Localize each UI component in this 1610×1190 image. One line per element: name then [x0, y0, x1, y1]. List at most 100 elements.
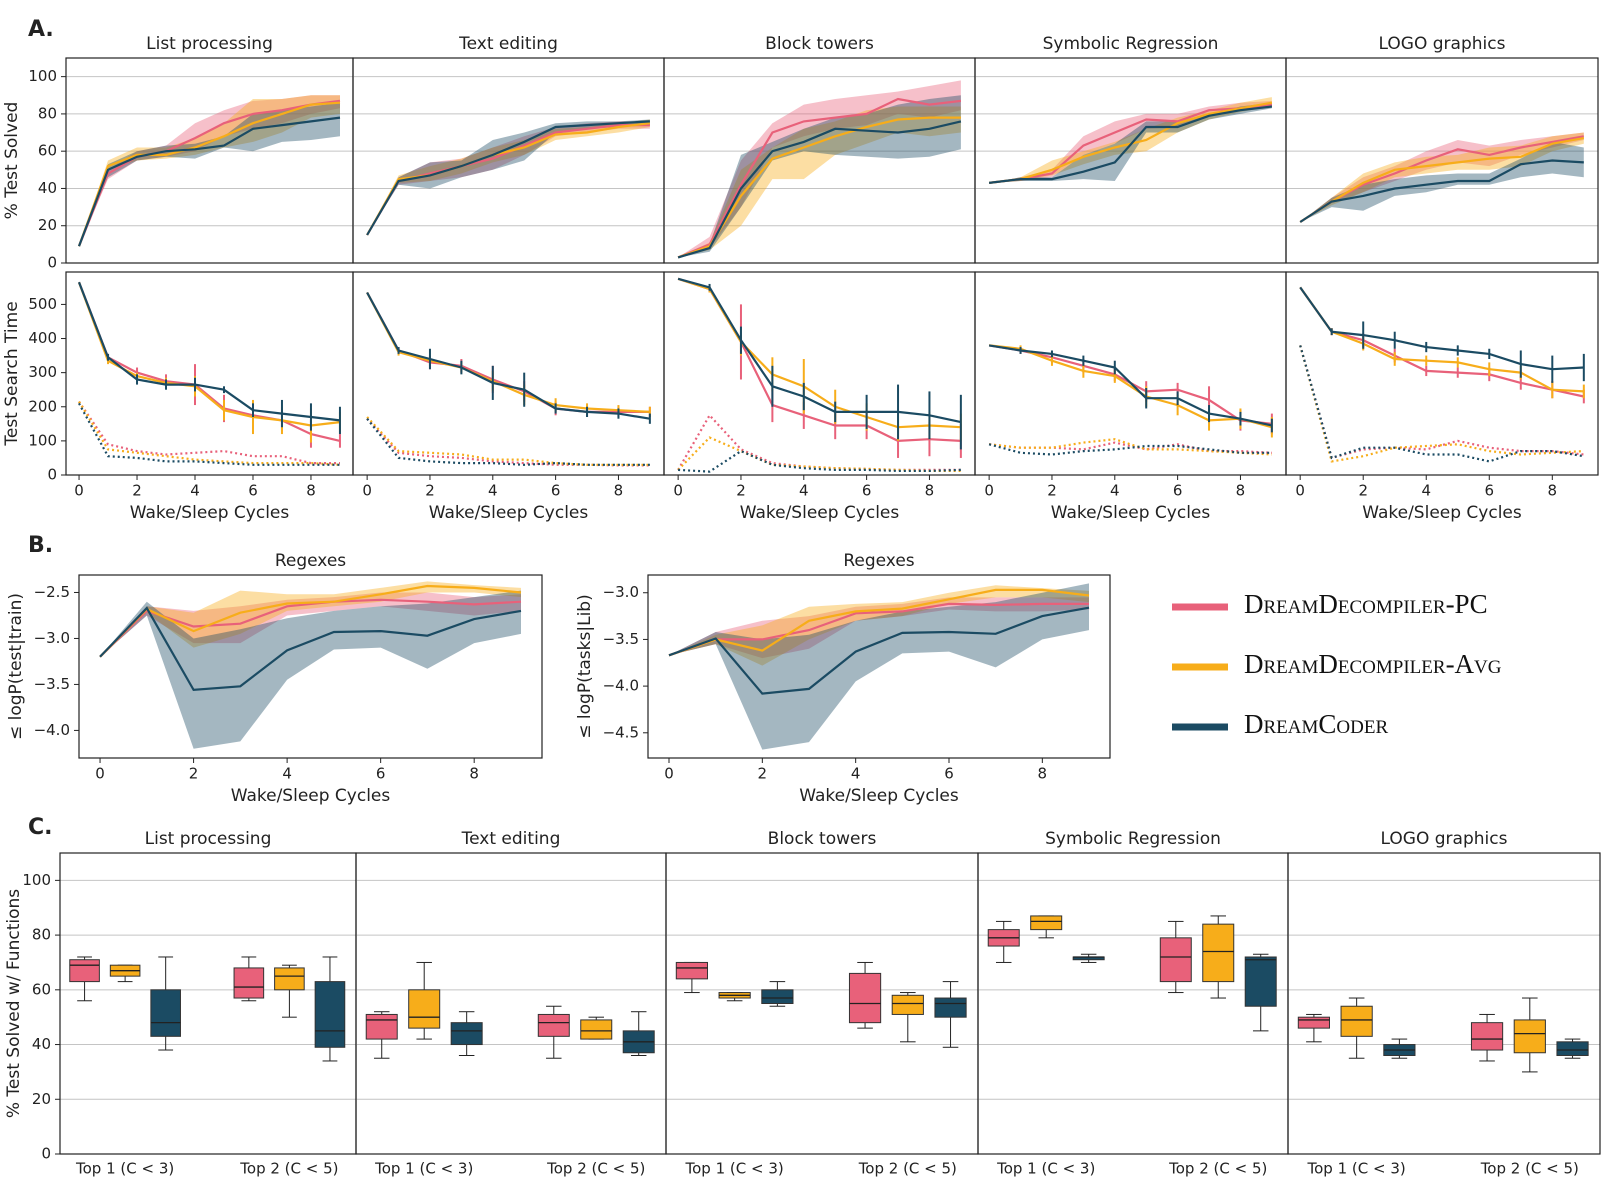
- y-tick-label: 40: [38, 179, 57, 197]
- confidence-band: [678, 106, 961, 258]
- axes-frame: [974, 271, 1287, 476]
- x-tick-label: 6: [551, 482, 561, 500]
- box: [1244, 956, 1277, 1007]
- dotted-line: [988, 438, 1272, 456]
- x-tick-label: 2: [132, 482, 142, 500]
- dotted-line: [677, 413, 961, 471]
- y-axis-label: % Test Solved: [2, 102, 22, 220]
- box: [274, 967, 305, 991]
- line: [99, 584, 522, 658]
- y-tick-label: 100: [28, 431, 57, 449]
- chart-title: Regexes: [843, 551, 914, 571]
- box: [150, 989, 181, 1037]
- chart-title: List processing: [145, 829, 272, 849]
- line: [77, 281, 341, 427]
- dotted-line: [366, 416, 650, 466]
- box: [233, 967, 265, 999]
- dotted-line: [1299, 345, 1584, 463]
- line: [1299, 159, 1584, 223]
- line: [677, 116, 961, 259]
- y-tick-label: 200: [28, 397, 57, 415]
- x-tick-label: Top 1 (C < 3): [1307, 1160, 1406, 1178]
- box: [848, 972, 882, 1024]
- box: [314, 981, 346, 1048]
- x-tick-label: 8: [614, 482, 624, 500]
- box: [408, 989, 441, 1029]
- confidence-band: [678, 80, 961, 258]
- x-axis-label: Wake/Sleep Cycles: [231, 786, 391, 806]
- y-tick-label: −2.5: [34, 583, 70, 601]
- x-tick-label: 6: [1484, 482, 1494, 500]
- x-tick-label: Top 2 (C < 5): [1168, 1160, 1267, 1178]
- box: [1202, 923, 1235, 983]
- x-tick-label: 4: [190, 482, 200, 500]
- x-tick-label: Top 1 (C < 3): [996, 1160, 1095, 1178]
- x-tick-label: 4: [488, 482, 498, 500]
- confidence-band: [79, 95, 340, 247]
- x-tick-label: 0: [984, 482, 994, 500]
- confidence-band: [100, 581, 521, 657]
- axes-frame: [647, 574, 1111, 759]
- x-axis-label: Wake/Sleep Cycles: [1051, 503, 1211, 523]
- confidence-band: [79, 102, 340, 247]
- box: [365, 1013, 398, 1040]
- y-tick-label: 80: [38, 104, 57, 122]
- axes-frame: [663, 271, 976, 476]
- x-tick-label: 4: [1110, 482, 1120, 500]
- y-tick-label: 40: [32, 1035, 51, 1053]
- box: [1556, 1041, 1589, 1056]
- x-tick-label: 8: [1038, 765, 1048, 783]
- y-tick-label: 60: [32, 980, 51, 998]
- line: [77, 116, 341, 247]
- chart-title: Text editing: [461, 829, 561, 849]
- y-tick-label: 20: [32, 1090, 51, 1108]
- confidence-band: [1300, 132, 1584, 222]
- line: [988, 103, 1273, 184]
- x-tick-label: Top 2 (C < 5): [239, 1160, 338, 1178]
- y-tick-label: 60: [38, 142, 57, 160]
- confidence-band: [669, 583, 1089, 750]
- box: [1159, 937, 1192, 983]
- axes-frame: [665, 852, 979, 1155]
- panel-label: B.: [28, 533, 53, 558]
- line: [366, 291, 650, 413]
- dotted-line: [366, 418, 650, 466]
- y-tick-label: 80: [32, 926, 51, 944]
- x-tick-label: 2: [1358, 482, 1368, 500]
- line: [677, 97, 962, 259]
- x-tick-label: 0: [95, 765, 105, 783]
- confidence-band: [79, 95, 340, 247]
- chart-title: List processing: [146, 34, 273, 54]
- x-tick-label: 2: [1047, 482, 1057, 500]
- x-axis-label: Wake/Sleep Cycles: [1362, 503, 1522, 523]
- x-axis-label: Wake/Sleep Cycles: [740, 503, 900, 523]
- x-tick-label: 2: [736, 482, 746, 500]
- y-tick-label: 0: [47, 254, 57, 272]
- box: [450, 1022, 483, 1046]
- line: [988, 105, 1273, 184]
- x-axis-label: Wake/Sleep Cycles: [799, 786, 959, 806]
- x-tick-label: Top 2 (C < 5): [546, 1160, 645, 1178]
- x-tick-label: 6: [248, 482, 258, 500]
- dotted-line: [678, 449, 961, 473]
- line: [77, 101, 341, 247]
- legend-label: DreamDecompiler-Avg: [1244, 649, 1502, 679]
- y-tick-label: 20: [38, 216, 57, 234]
- x-tick-label: 6: [944, 765, 954, 783]
- x-axis-label: Wake/Sleep Cycles: [429, 503, 589, 523]
- x-tick-label: Top 1 (C < 3): [685, 1160, 784, 1178]
- line: [77, 99, 341, 247]
- box: [891, 994, 924, 1015]
- dotted-line: [78, 402, 340, 466]
- chart-title: Text editing: [458, 34, 558, 54]
- y-tick-label: −3.0: [34, 629, 70, 647]
- x-tick-label: 4: [799, 482, 809, 500]
- x-tick-label: 4: [282, 765, 292, 783]
- axes-frame: [352, 271, 665, 476]
- box: [1340, 1005, 1373, 1037]
- axes-frame: [59, 852, 357, 1155]
- axes-frame: [78, 574, 543, 759]
- y-tick-label: 100: [22, 871, 51, 889]
- y-tick-label: 0: [41, 1145, 51, 1163]
